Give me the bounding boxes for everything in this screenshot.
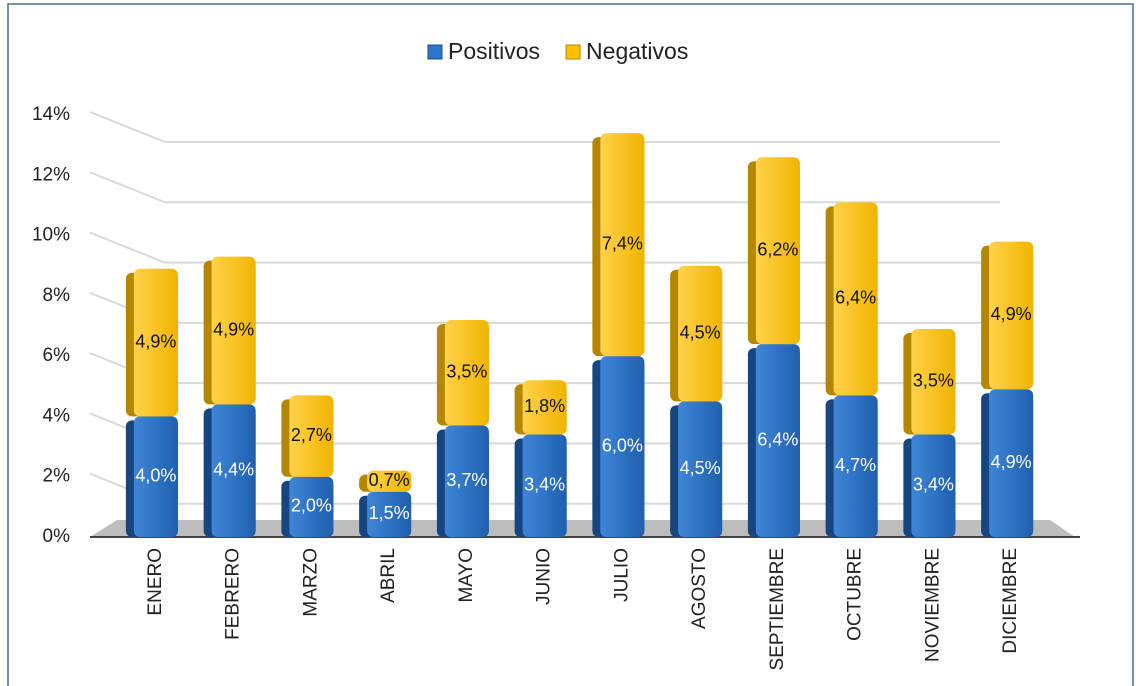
value-label: 6,4%: [835, 288, 876, 308]
value-label: 7,4%: [602, 233, 643, 253]
value-label: 2,7%: [291, 425, 332, 445]
bar: [367, 470, 412, 492]
y-tick-label: 14%: [32, 104, 70, 125]
bar: [522, 380, 567, 435]
x-tick-label: DICIEMBRE: [1000, 548, 1021, 654]
bar: [755, 157, 800, 345]
y-tick-label: 2%: [43, 466, 71, 487]
bar: [678, 265, 723, 402]
x-tick-label: MARZO: [300, 548, 321, 617]
legend-swatch: [427, 44, 443, 60]
y-tick-label: 10%: [32, 225, 70, 246]
bar: [911, 434, 956, 537]
value-label: 3,4%: [913, 475, 954, 495]
bar: [600, 356, 645, 537]
value-label: 3,5%: [913, 371, 954, 391]
x-tick-label: FEBRERO: [223, 548, 244, 640]
value-label: 6,0%: [602, 435, 643, 455]
y-tick-label: 6%: [43, 345, 71, 366]
value-label: 4,9%: [991, 452, 1032, 472]
bar: [911, 329, 956, 435]
bar: [678, 401, 723, 537]
value-label: 3,5%: [446, 361, 487, 381]
bar: [989, 241, 1034, 390]
legend-label: Positivos: [448, 38, 540, 64]
x-tick-label: ENERO: [145, 548, 166, 616]
frame: [7, 3, 1134, 686]
bar: [289, 476, 334, 537]
value-label: 3,4%: [524, 475, 565, 495]
bar: [289, 395, 334, 477]
value-label: 6,4%: [757, 429, 798, 449]
value-label: 6,2%: [757, 239, 798, 259]
value-label: 4,9%: [135, 331, 176, 351]
x-tick-label: NOVIEMBRE: [922, 548, 943, 662]
value-label: 4,4%: [213, 459, 254, 479]
bar: [600, 133, 645, 357]
bar: [833, 202, 878, 396]
value-label: 4,5%: [680, 458, 721, 478]
legend-label: Negativos: [586, 38, 688, 64]
legend-swatch: [565, 44, 581, 60]
x-tick-label: JUNIO: [534, 548, 555, 605]
grid-line: [89, 231, 166, 264]
x-tick-label: OCTUBRE: [845, 548, 866, 641]
bar: [755, 344, 800, 537]
grid-line: [89, 111, 166, 143]
bar: [444, 425, 489, 537]
grid-line: [89, 171, 166, 204]
bar: [367, 491, 412, 537]
value-label: 2,0%: [291, 496, 332, 516]
value-label: 1,5%: [369, 503, 410, 523]
value-label: 4,9%: [991, 304, 1032, 324]
bar: [133, 268, 178, 417]
value-label: 0,7%: [369, 470, 410, 490]
x-tick-label: MAYO: [456, 548, 477, 603]
bar: [133, 416, 178, 537]
bar: [833, 395, 878, 537]
x-tick-label: JULIO: [611, 548, 632, 602]
bar: [444, 319, 489, 426]
x-tick-label: AGOSTO: [689, 548, 710, 629]
y-tick-label: 12%: [32, 164, 70, 185]
bar: [522, 434, 567, 537]
value-label: 1,8%: [524, 396, 565, 416]
y-tick-label: 4%: [43, 405, 71, 426]
value-label: 4,7%: [835, 455, 876, 475]
bar: [211, 404, 256, 537]
x-tick-label: SEPTIEMBRE: [767, 548, 788, 670]
y-tick-label: 8%: [43, 285, 71, 306]
value-label: 4,5%: [680, 322, 721, 342]
value-label: 4,9%: [213, 319, 254, 339]
value-label: 3,7%: [446, 470, 487, 490]
y-tick-label: 0%: [43, 526, 71, 547]
x-tick-label: ABRIL: [378, 548, 399, 603]
bar: [989, 389, 1034, 537]
bar: [211, 256, 256, 405]
value-label: 4,0%: [135, 465, 176, 485]
